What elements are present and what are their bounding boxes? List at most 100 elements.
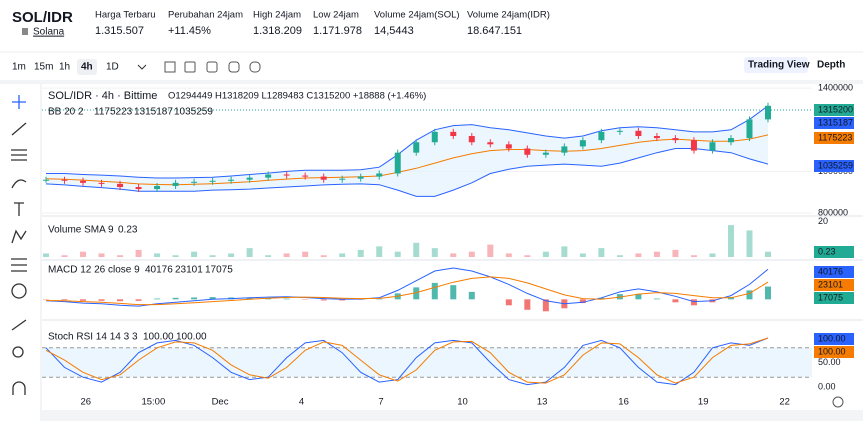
view-tab[interactable]: Trading View: [748, 60, 810, 71]
volume-bar: [653, 251, 660, 257]
volume-bar: [376, 246, 383, 257]
macd-hist: [542, 299, 549, 312]
stoch-value: 100.00: [143, 332, 174, 343]
macd-hist: [413, 287, 420, 300]
view-tab[interactable]: Depth: [817, 60, 845, 71]
interval[interactable]: 1m: [12, 62, 26, 73]
volume-bar: [357, 249, 364, 257]
stoch-k: [45, 337, 769, 386]
fib-tool[interactable]: [11, 149, 27, 161]
x-tick-label: 13: [537, 397, 548, 408]
volume-bar: [524, 255, 531, 257]
volume-sma: 0.23: [118, 225, 138, 236]
macd-hist: [690, 299, 697, 306]
candle: [450, 131, 457, 137]
settings-icon[interactable]: [832, 396, 844, 408]
tool-button[interactable]: [184, 61, 196, 73]
interval[interactable]: 1h: [59, 62, 70, 73]
tool-button[interactable]: [164, 61, 176, 73]
coin-name[interactable]: Solana: [33, 27, 65, 38]
volume-bar: [561, 246, 568, 257]
tool-button[interactable]: [249, 61, 261, 73]
macd-value: 17075: [205, 265, 233, 276]
candle: [468, 136, 475, 143]
macd-hist: [283, 298, 290, 300]
candle: [598, 131, 605, 141]
stat-label: Volume 24jam(IDR): [467, 10, 550, 21]
crosshair-tool[interactable]: [12, 95, 26, 109]
candle: [672, 138, 679, 141]
symbol: SOL/IDR: [12, 9, 73, 26]
x-tick-label: 10: [457, 397, 468, 408]
volume-bar: [154, 253, 161, 257]
stat-label: Low 24jam: [313, 10, 359, 21]
line-tool[interactable]: [11, 122, 27, 136]
volume-bar: [635, 253, 642, 257]
macd-hist: [431, 282, 438, 300]
candle: [98, 182, 105, 184]
interval-active: [77, 59, 97, 75]
macd-hist: [746, 290, 753, 300]
y-tick-label: 0.00: [818, 381, 836, 391]
volume-bar: [727, 225, 734, 257]
tool-button[interactable]: [228, 61, 240, 73]
macd-hist: [524, 299, 531, 310]
axis-badge-label: 0.23: [818, 246, 836, 256]
zoom-tool[interactable]: [12, 346, 24, 358]
macd-hist: [598, 297, 605, 300]
axis-badge-label: 1315187: [818, 117, 853, 127]
macd-line: [45, 267, 769, 307]
candle: [339, 178, 346, 180]
axis-badge-label: 100.00: [818, 333, 846, 343]
legend-bb-value: 1035259: [174, 107, 213, 118]
interval[interactable]: 4h: [81, 62, 93, 73]
y-tick-label: 50.00: [818, 357, 841, 367]
volume-title: Volume SMA 9: [48, 225, 114, 236]
axis-badge: [814, 346, 854, 358]
dropdown-icon: [137, 64, 147, 70]
emoji-tool[interactable]: [11, 283, 27, 299]
brush-tool[interactable]: [11, 179, 27, 189]
volume-bar: [598, 248, 605, 257]
candle: [228, 179, 235, 181]
candle: [746, 119, 753, 139]
candle: [394, 152, 401, 174]
volume-bar: [209, 255, 216, 257]
pattern-tool[interactable]: [11, 229, 27, 244]
interval[interactable]: 1D: [106, 62, 119, 73]
volume-bar: [191, 251, 198, 257]
axis-badge: [814, 104, 854, 116]
text-tool[interactable]: [14, 202, 24, 216]
tool-button[interactable]: [206, 61, 218, 73]
interval[interactable]: 15m: [34, 62, 53, 73]
candle: [302, 175, 309, 177]
axis-badge: [814, 266, 854, 278]
candle: [431, 131, 438, 143]
stat-label: Volume 24jam(SOL): [374, 10, 460, 21]
x-tick-label: Dec: [212, 397, 229, 408]
ruler-tool[interactable]: [11, 319, 27, 331]
candle: [117, 183, 124, 187]
candle: [283, 174, 290, 176]
stat-value: 14,5443: [374, 25, 414, 37]
volume-bar: [339, 253, 346, 257]
macd-hist: [265, 298, 272, 300]
y-tick-label: 20: [818, 216, 828, 226]
axis-badge: [814, 132, 854, 144]
candle: [413, 142, 420, 153]
macd-hist: [154, 298, 161, 300]
candle: [709, 142, 716, 151]
macd-hist: [191, 297, 198, 300]
y-tick-label: 1400000: [818, 83, 853, 93]
candle: [616, 130, 623, 132]
macd-hist: [505, 299, 512, 306]
bb-lower: [45, 148, 769, 197]
volume-bar: [98, 253, 105, 257]
magnet-tool[interactable]: [12, 381, 26, 395]
volume-bar: [302, 251, 309, 257]
measure-tool[interactable]: [11, 258, 27, 272]
candle: [376, 173, 383, 177]
candle: [505, 144, 512, 149]
axis-badge: [814, 279, 854, 291]
